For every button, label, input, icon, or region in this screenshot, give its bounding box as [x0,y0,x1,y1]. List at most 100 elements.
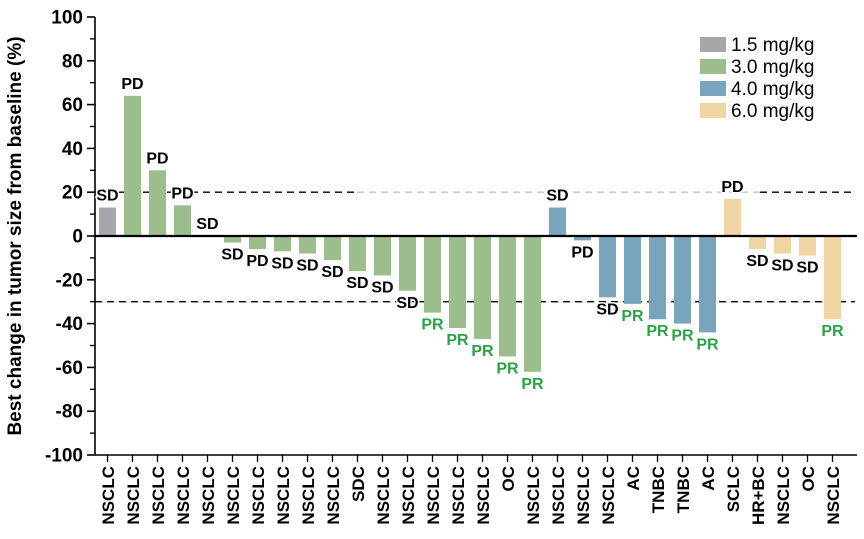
bar [549,207,566,236]
bar [449,236,466,328]
x-tick-label: SCLC [724,466,743,512]
y-tick-label: 60 [62,95,83,116]
response-label: SD [296,258,318,275]
response-label: SD [771,258,793,275]
x-tick-label: NSCLC [424,466,443,525]
response-label: PR [646,323,669,340]
bar [574,236,591,241]
response-label: PD [721,179,743,196]
x-tick-label: OC [499,466,518,492]
bar [224,236,241,243]
y-tick-label: -40 [56,314,83,335]
bar [824,236,841,320]
response-label: PR [496,360,519,377]
bar [499,236,516,357]
bar [674,236,691,324]
legend-label: 3.0 mg/kg [731,57,814,78]
bar [174,205,191,236]
x-tick-label: NSCLC [774,466,793,525]
x-tick-label: NSCLC [174,466,193,525]
bar [424,236,441,313]
y-tick-label: 40 [62,139,83,160]
response-label: SD [221,247,243,264]
dose-legend: 1.5 mg/kg3.0 mg/kg4.0 mg/kg6.0 mg/kg [700,35,814,122]
response-label: SD [321,264,343,281]
legend-swatch [700,37,726,52]
response-label: SD [746,253,768,270]
bar [299,236,316,254]
x-tick-label: TNBC [674,466,693,513]
x-tick-label: TNBC [649,466,668,513]
response-label: SD [796,260,818,277]
x-tick-label: OC [799,466,818,492]
x-tick-label: NSCLC [824,466,843,525]
response-label: PR [521,376,544,393]
axes-layer: NSCLC NSCLC NSCLC NSCLC NSCLC NSCLC NSCLC NSCLC… [45,8,857,525]
x-tick-label: NSCLC [199,466,218,525]
bar [324,236,341,261]
bar [724,198,741,236]
response-label: PR [671,328,694,345]
response-label: SD [596,301,618,318]
x-tick-label: AC [699,466,718,491]
x-tick-label: SDC [349,466,368,502]
x-tick-label: NSCLC [524,466,543,525]
bar [474,236,491,339]
x-tick-label: NSCLC [399,466,418,525]
response-label: SD [96,188,118,205]
bar [399,236,416,291]
y-tick-label: 80 [62,51,83,72]
legend-label: 4.0 mg/kg [731,79,814,100]
response-label: PR [821,323,844,340]
reference-lines-layer [95,191,855,303]
bar [774,236,791,254]
y-tick-label: -100 [45,446,83,467]
x-tick-label: NSCLC [99,466,118,525]
x-tick-label: NSCLC [574,466,593,525]
legend-swatch [700,81,726,96]
legend-label: 6.0 mg/kg [731,101,814,122]
bar [124,95,141,236]
y-tick-label: 100 [51,8,83,29]
bar [99,207,116,236]
response-label: SD [196,216,218,233]
x-tick-label: HR+BC [749,466,768,525]
response-label: PR [471,343,494,360]
bar [799,236,816,256]
y-tick-label: -20 [56,270,83,291]
y-tick-label: 0 [72,227,83,248]
bar [349,236,366,272]
y-tick-label: -80 [56,402,83,423]
legend-label: 1.5 mg/kg [731,35,814,56]
x-tick-label: NSCLC [149,466,168,525]
bar [374,236,391,276]
response-label: PD [571,244,593,261]
response-label: PR [421,317,444,334]
x-tick-label: NSCLC [274,466,293,525]
x-tick-label: NSCLC [474,466,493,525]
response-label: SD [271,255,293,272]
x-tick-label: NSCLC [224,466,243,525]
x-tick-label: NSCLC [324,466,343,525]
bar [749,236,766,250]
response-label: SD [546,188,568,205]
legend-swatch [700,59,726,74]
x-tick-label: NSCLC [549,466,568,525]
bar [599,236,616,298]
response-label: PD [246,253,268,270]
bar [524,236,541,372]
bar [624,236,641,304]
bars-layer [99,95,841,372]
x-tick-label: NSCLC [374,466,393,525]
bar [649,236,666,320]
legend-swatch [700,103,726,118]
response-label: PD [146,150,168,167]
response-label: PR [446,332,469,349]
bar [699,236,716,333]
bar [249,236,266,250]
response-label: PD [121,76,143,93]
x-tick-label: NSCLC [449,466,468,525]
y-tick-label: 20 [62,183,83,204]
